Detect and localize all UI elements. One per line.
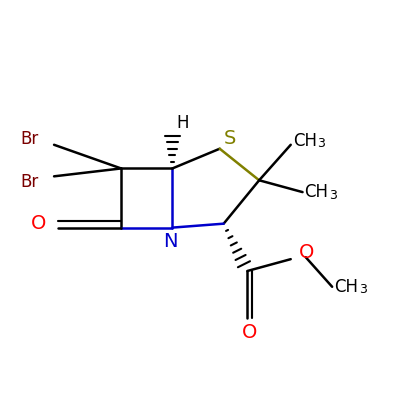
Text: 3: 3 [329,189,337,202]
Text: O: O [242,323,257,342]
Text: Br: Br [20,173,38,191]
Text: O: O [299,242,314,262]
Text: 3: 3 [359,284,367,296]
Text: 3: 3 [318,138,326,150]
Text: N: N [163,232,178,251]
Text: CH: CH [293,132,317,150]
Text: CH: CH [304,183,328,201]
Text: H: H [176,114,188,132]
Text: S: S [223,129,236,148]
Text: Br: Br [20,130,38,148]
Text: CH: CH [334,278,358,296]
Text: O: O [30,214,46,233]
